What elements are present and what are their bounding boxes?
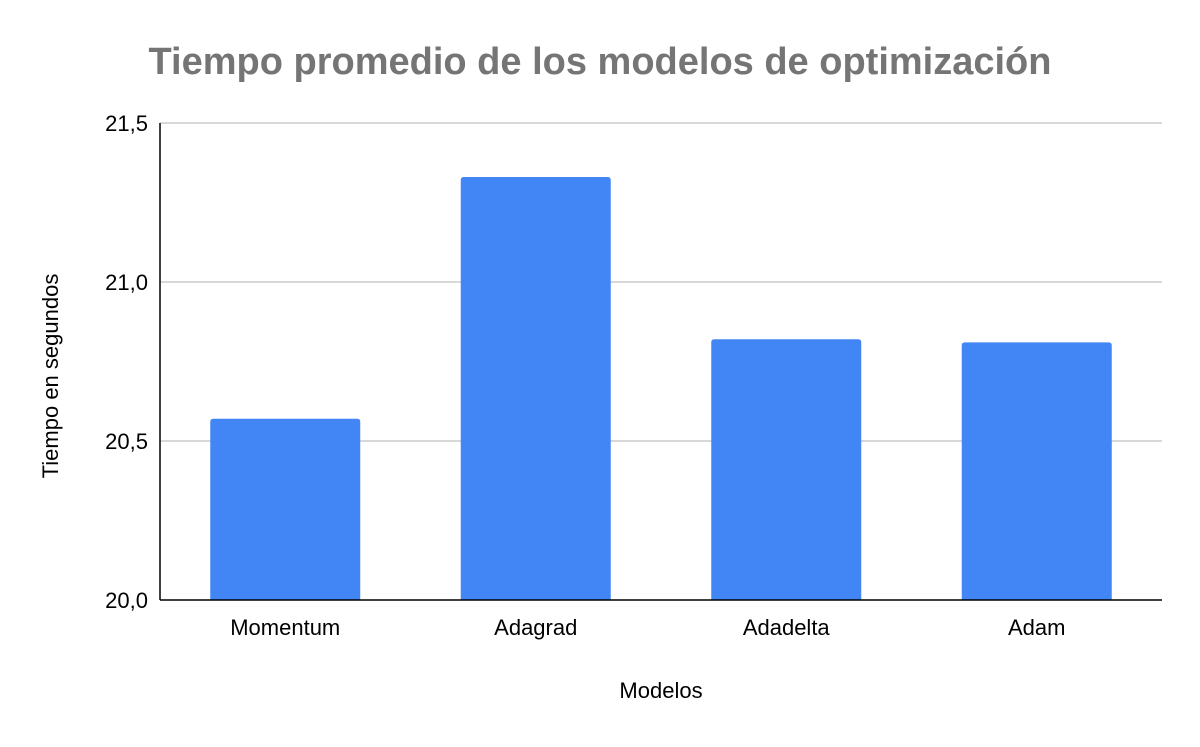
bar-adagrad bbox=[460, 177, 611, 600]
chart-title: Tiempo promedio de los modelos de optimi… bbox=[149, 41, 1052, 83]
x-tick-label: Adagrad bbox=[494, 615, 577, 640]
y-axis-title: Tiempo en segundos bbox=[38, 274, 63, 479]
y-tick-label: 20,5 bbox=[105, 429, 148, 454]
x-tick-label: Adam bbox=[1008, 615, 1065, 640]
y-axis-ticks: 20,0 20,5 21,0 21,5 bbox=[105, 111, 148, 613]
x-axis-title: Modelos bbox=[619, 678, 702, 703]
bar-adam bbox=[961, 342, 1112, 600]
bar-momentum bbox=[210, 418, 361, 600]
y-tick-label: 21,5 bbox=[105, 111, 148, 136]
bar-adadelta bbox=[711, 339, 862, 600]
bars bbox=[210, 177, 1112, 600]
x-tick-label: Momentum bbox=[230, 615, 340, 640]
y-tick-label: 21,0 bbox=[105, 270, 148, 295]
y-tick-label: 20,0 bbox=[105, 588, 148, 613]
x-axis-ticks: Momentum Adagrad Adadelta Adam bbox=[230, 615, 1065, 640]
x-tick-label: Adadelta bbox=[743, 615, 831, 640]
